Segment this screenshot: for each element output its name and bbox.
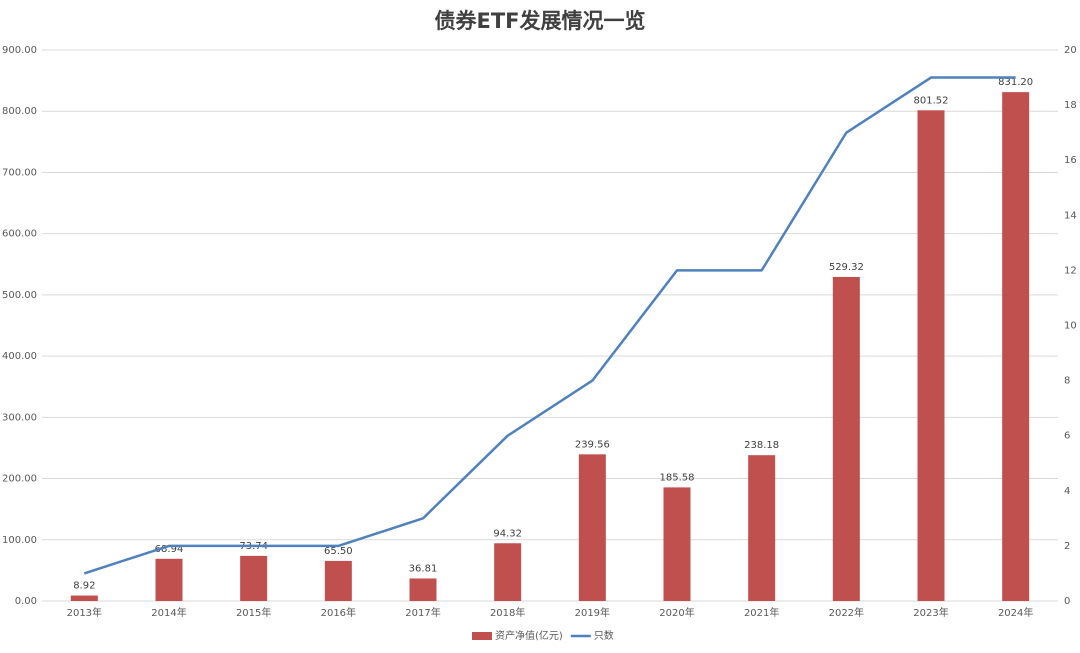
y2-tick-label: 14 — [1064, 210, 1077, 221]
data-label: 239.56 — [575, 439, 610, 450]
y2-tick-label: 20 — [1064, 45, 1077, 56]
legend-label: 资产净值(亿元) — [495, 629, 563, 642]
data-label: 36.81 — [409, 563, 438, 574]
y-tick-label: 200.00 — [2, 474, 37, 485]
y-tick-label: 500.00 — [2, 290, 37, 301]
x-tick-label: 2021年 — [744, 606, 779, 619]
y2-tick-label: 2 — [1064, 541, 1070, 552]
legend-swatch — [472, 632, 492, 640]
y-tick-label: 700.00 — [2, 167, 37, 178]
legend-label: 只数 — [594, 629, 614, 642]
y2-tick-label: 8 — [1064, 376, 1070, 387]
x-tick-label: 2017年 — [405, 606, 440, 619]
chart-title: 债券ETF发展情况一览 — [434, 9, 645, 33]
y-tick-label: 800.00 — [2, 106, 37, 117]
bar — [324, 560, 352, 601]
x-tick-label: 2013年 — [67, 606, 102, 619]
x-tick-label: 2020年 — [659, 606, 694, 619]
data-label: 68.94 — [155, 544, 184, 555]
bar — [663, 487, 691, 601]
x-tick-label: 2015年 — [236, 606, 271, 619]
y2-tick-label: 0 — [1064, 596, 1070, 607]
data-label: 801.52 — [914, 95, 949, 106]
data-label: 831.20 — [998, 77, 1033, 88]
data-label: 94.32 — [493, 528, 522, 539]
line — [83, 76, 1016, 575]
data-label: 238.18 — [744, 440, 779, 451]
bar — [155, 558, 183, 601]
bar — [578, 454, 606, 601]
bar — [409, 578, 437, 601]
y2-tick-label: 18 — [1064, 100, 1077, 111]
data-label: 8.92 — [73, 581, 95, 592]
y2-tick-label: 6 — [1064, 431, 1070, 442]
bar — [494, 543, 522, 601]
y-tick-label: 300.00 — [2, 412, 37, 423]
bar — [1002, 92, 1030, 602]
bar — [748, 455, 776, 601]
x-tick-label: 2014年 — [151, 606, 186, 619]
x-tick-label: 2022年 — [829, 606, 864, 619]
x-tick-label: 2024年 — [998, 606, 1033, 619]
x-tick-label: 2016年 — [321, 606, 356, 619]
y2-tick-label: 16 — [1064, 155, 1077, 166]
data-label: 65.50 — [324, 546, 353, 557]
x-tick-label: 2019年 — [575, 606, 610, 619]
y-tick-label: 0.00 — [15, 596, 37, 607]
x-tick-label: 2023年 — [913, 606, 948, 619]
y-tick-label: 100.00 — [2, 535, 37, 546]
x-tick-label: 2018年 — [490, 606, 525, 619]
data-label: 185.58 — [660, 472, 695, 483]
y-tick-label: 900.00 — [2, 45, 37, 56]
bar — [832, 276, 860, 601]
y2-tick-label: 4 — [1064, 486, 1070, 497]
y-tick-label: 400.00 — [2, 351, 37, 362]
bar — [240, 555, 268, 601]
bar — [917, 110, 945, 602]
y-tick-label: 600.00 — [2, 229, 37, 240]
y2-tick-label: 12 — [1064, 265, 1077, 276]
bar — [70, 595, 98, 601]
y2-tick-label: 10 — [1064, 321, 1077, 332]
data-label: 529.32 — [829, 262, 864, 273]
